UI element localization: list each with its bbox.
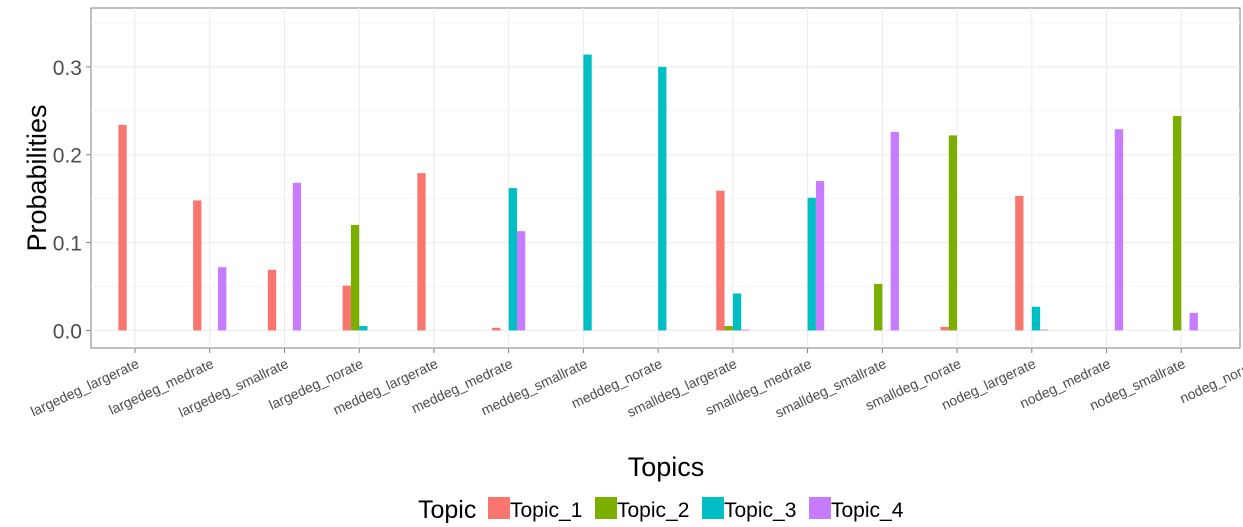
bar-topic-4 xyxy=(1189,312,1198,331)
bar-topic-3 xyxy=(807,197,816,331)
bar-topic-4 xyxy=(890,131,899,331)
bar-topic-2 xyxy=(948,135,958,331)
legend-label: Topic_3 xyxy=(724,499,796,522)
legend-label: Topic_2 xyxy=(617,499,689,522)
y-tick-label: 0.2 xyxy=(53,145,82,168)
legend: Topic Topic_1 Topic_2 Topic_3 Topic_4 xyxy=(418,496,904,524)
bar-topic-3 xyxy=(732,293,742,331)
bar-topic-1 xyxy=(417,173,426,331)
bar-topic-1 xyxy=(342,285,351,331)
y-axis-title: Probabilities xyxy=(22,104,52,251)
legend-swatch xyxy=(595,497,617,519)
bar-topic-4 xyxy=(292,182,302,331)
legend-label: Topic_4 xyxy=(831,499,904,522)
bar-topic-2 xyxy=(874,283,883,331)
bar-topic-2 xyxy=(350,225,360,331)
legend-swatch xyxy=(809,497,831,519)
bar-topic-4 xyxy=(516,231,526,331)
bar-topic-1 xyxy=(940,326,949,331)
y-tick-label: 0.0 xyxy=(53,320,82,343)
bar-topic-2 xyxy=(1172,116,1182,331)
x-tick-label: nodeg_norate xyxy=(1177,355,1243,406)
y-tick-label: 0.3 xyxy=(53,57,82,80)
bar-topic-2 xyxy=(724,326,733,331)
bar-topic-3 xyxy=(1031,306,1041,331)
bar-topic-4 xyxy=(741,329,750,331)
bar-topic-1 xyxy=(267,269,277,331)
legend-swatch xyxy=(488,497,510,519)
legend-label: Topic_1 xyxy=(510,499,582,522)
y-tick-label: 0.1 xyxy=(53,233,82,256)
bar-topic-1 xyxy=(716,190,725,331)
bar-topic-3 xyxy=(359,326,368,331)
bar-topic-1 xyxy=(118,124,127,331)
bar-topic-1 xyxy=(193,200,202,331)
bar-topic-1 xyxy=(1015,196,1024,331)
bar-topic-1 xyxy=(492,327,501,331)
bar-topic-4 xyxy=(1114,129,1124,331)
bar-topic-3 xyxy=(508,188,517,331)
legend-swatch xyxy=(702,497,724,519)
x-axis: largedeg_largeratelargedeg_medratelarged… xyxy=(28,348,1243,421)
gridlines xyxy=(91,8,1240,348)
legend-title: Topic xyxy=(418,496,476,524)
bar-topic-4 xyxy=(815,181,825,331)
bar-topic-4 xyxy=(1040,329,1049,331)
bar-topic-3 xyxy=(583,54,592,331)
bars xyxy=(118,54,1198,331)
x-axis-title: Topics xyxy=(628,452,705,482)
bar-topic-4 xyxy=(218,267,227,331)
y-axis: 0.0 0.1 0.2 0.3 xyxy=(53,57,91,343)
bar-topic-3 xyxy=(658,66,667,331)
